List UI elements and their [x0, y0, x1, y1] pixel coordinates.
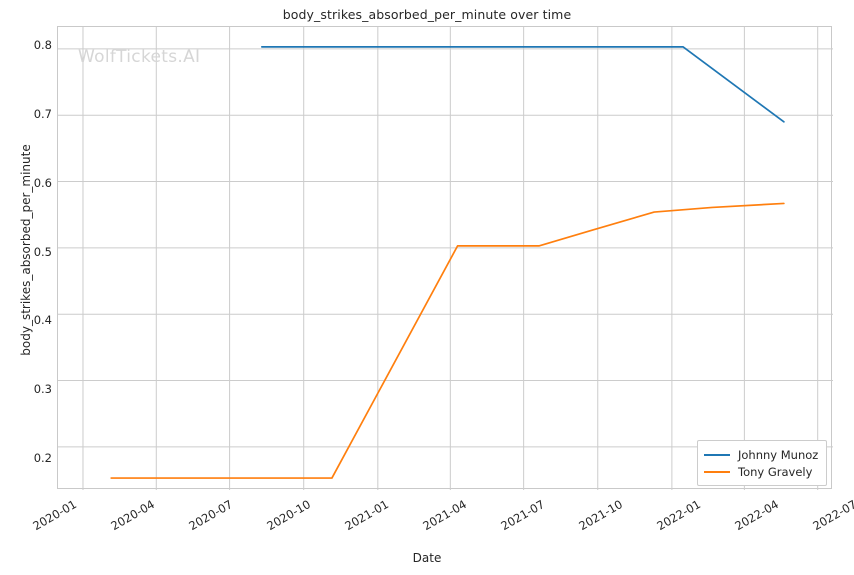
y-tick-label: 0.8	[33, 38, 52, 52]
legend-entry-label: Johnny Munoz	[738, 447, 819, 462]
x-tick-label: 2020-01	[30, 497, 79, 534]
x-tick-label: 2020-04	[108, 497, 157, 534]
x-tick-label: 2021-04	[420, 497, 469, 534]
x-axis-label: Date	[412, 551, 442, 565]
y-tick-label: 0.3	[33, 382, 52, 396]
x-tick-label: 2022-04	[732, 497, 781, 534]
series-line	[260, 46, 785, 123]
y-tick-label: 0.4	[33, 313, 52, 327]
plot-svg	[58, 27, 833, 490]
y-gridlines	[58, 48, 833, 448]
x-tick-label: 2022-01	[654, 497, 703, 534]
y-axis-tick-labels: 0.2 0.3 0.4 0.5 0.6 0.7 0.8	[0, 0, 52, 575]
legend-entry[interactable]: Johnny Munoz	[704, 446, 818, 463]
data-series-lines	[110, 46, 785, 479]
x-tick-label: 2021-10	[576, 497, 625, 534]
chart-title: body_strikes_absorbed_per_minute over ti…	[282, 7, 572, 22]
x-gridlines	[82, 27, 819, 490]
y-tick-label: 0.6	[33, 176, 52, 190]
x-tick-label: 2021-01	[342, 497, 391, 534]
legend-entry-label: Tony Gravely	[738, 464, 813, 479]
y-tick-label: 0.5	[33, 245, 52, 259]
x-tick-label: 2020-10	[264, 497, 313, 534]
x-tick-label: 2022-07	[810, 497, 854, 534]
legend-color-swatch	[704, 453, 730, 456]
legend-color-swatch	[704, 470, 730, 473]
x-tick-label: 2020-07	[186, 497, 235, 534]
legend-entry[interactable]: Tony Gravely	[704, 463, 818, 480]
x-tick-label: 2021-07	[498, 497, 547, 534]
chart-legend[interactable]: Johnny Munoz Tony Gravely	[697, 440, 828, 486]
y-tick-label: 0.7	[33, 107, 52, 121]
y-tick-label: 0.2	[33, 451, 52, 465]
series-line	[110, 202, 785, 479]
plot-area: WolfTickets.AI	[57, 26, 833, 490]
